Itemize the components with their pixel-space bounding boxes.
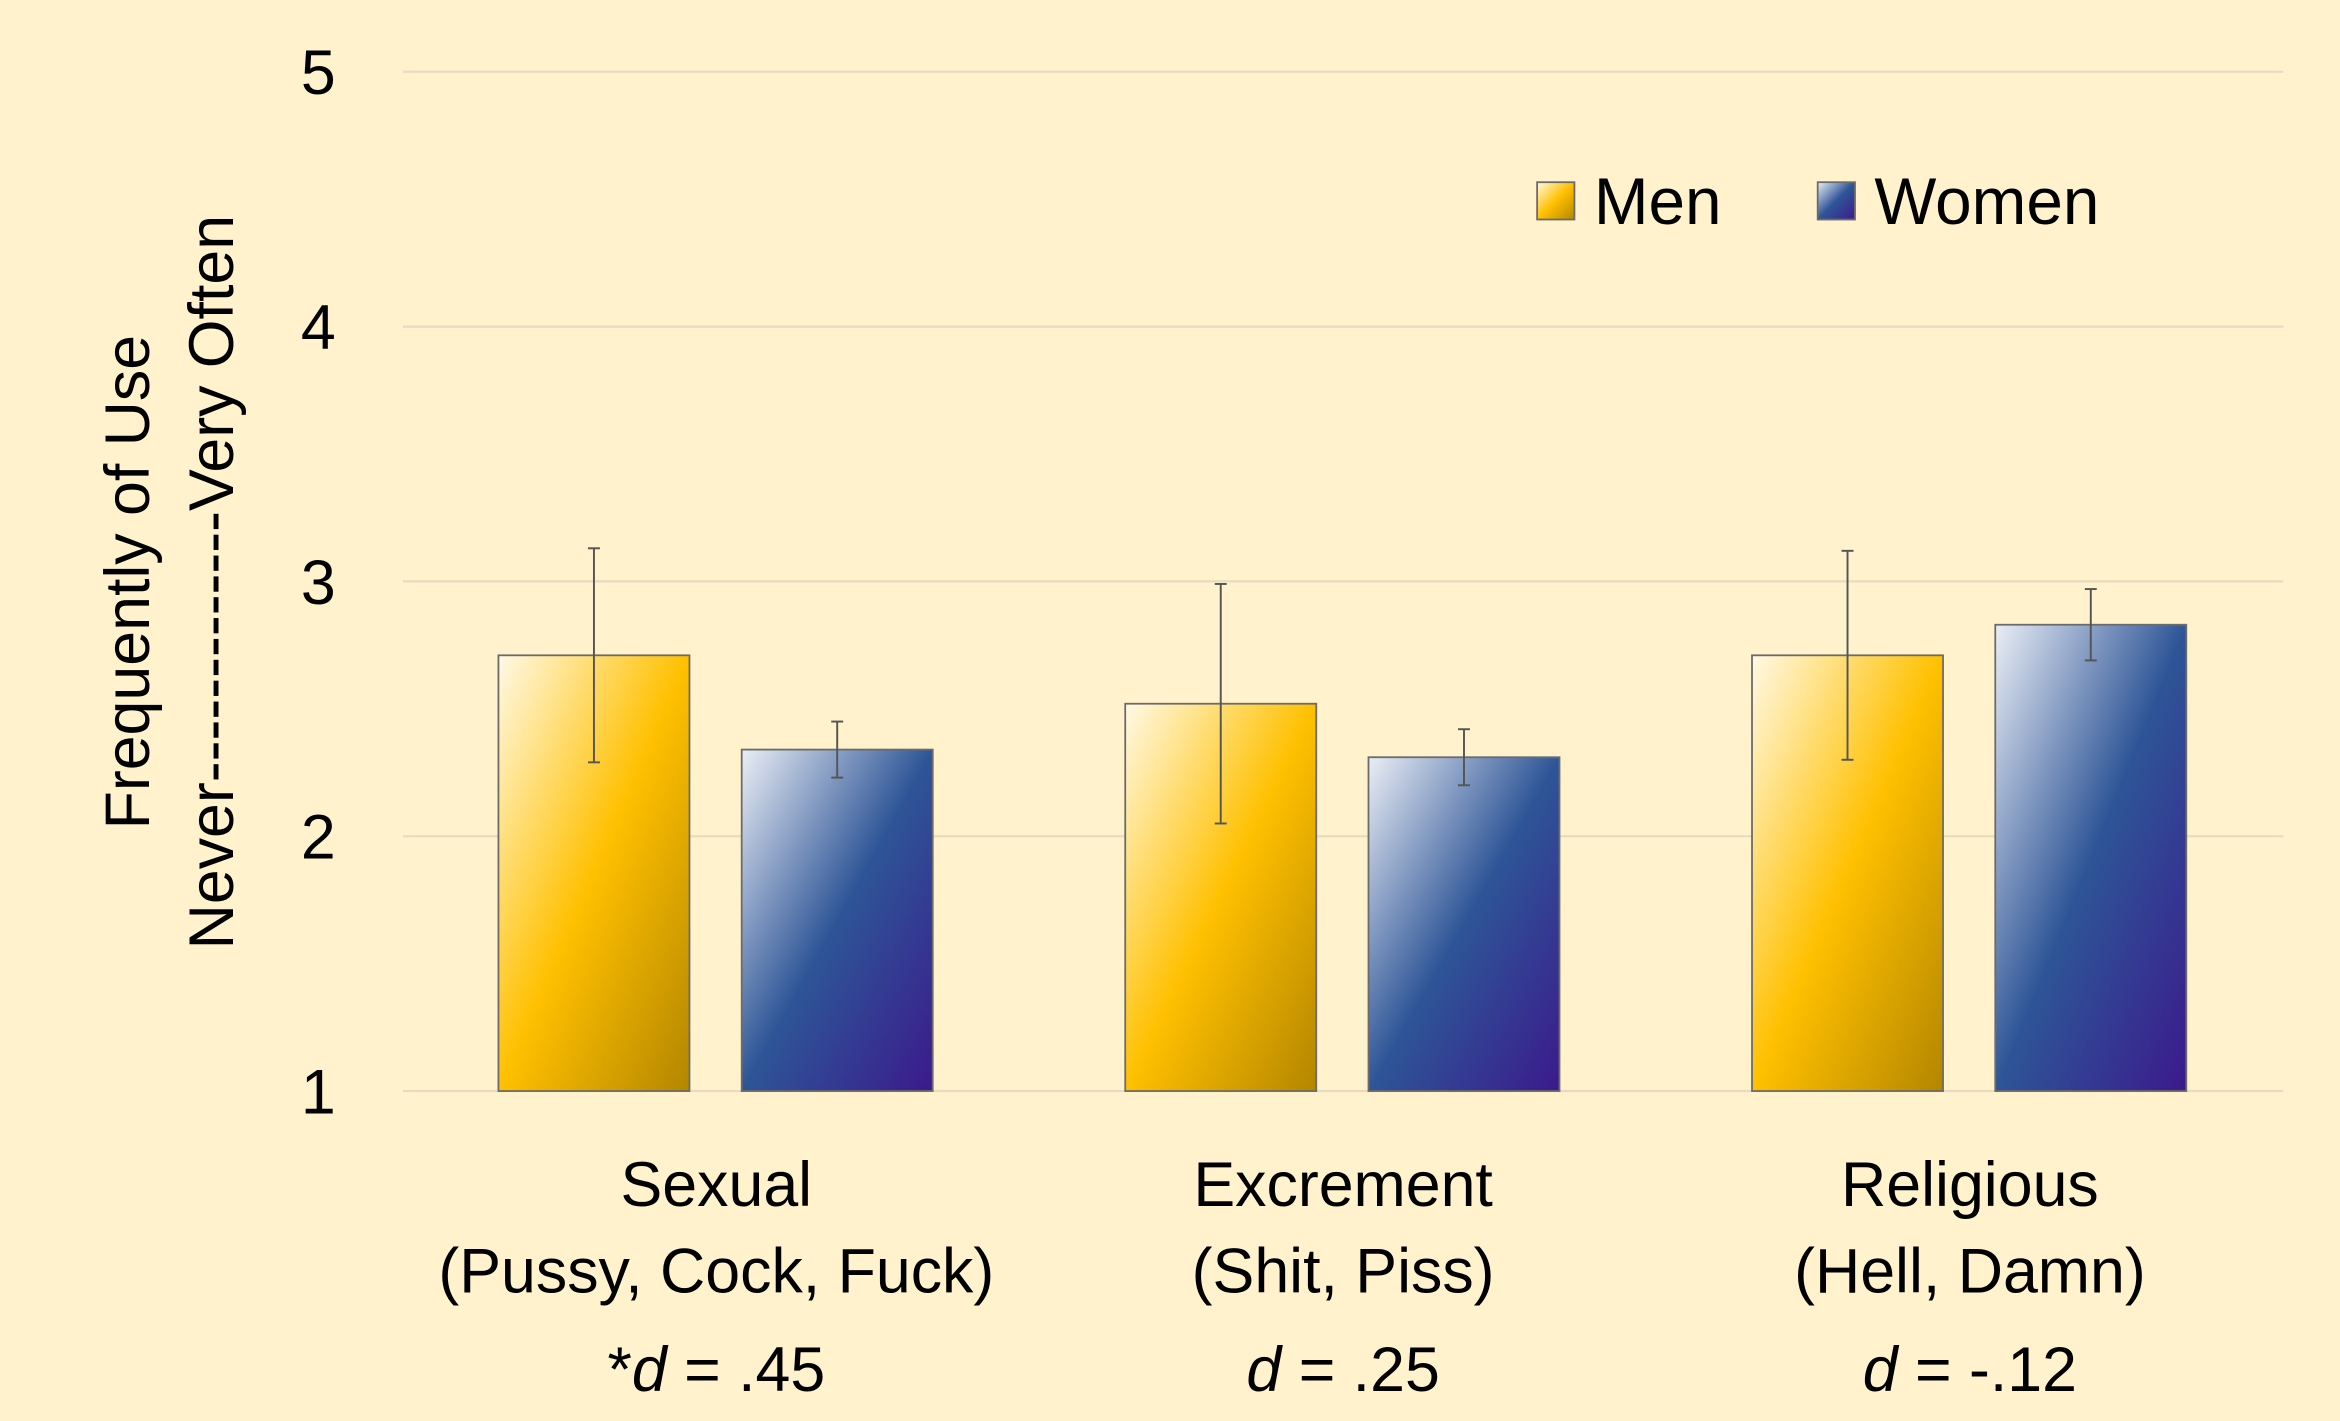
effect-size-part: d [1246,1335,1283,1405]
effect-size-part: = .25 [1281,1335,1440,1405]
effect-size-part: = -.12 [1898,1335,2077,1405]
y-tick-label: 4 [301,293,336,363]
bar [740,748,934,1092]
legend-swatch [1536,181,1576,221]
x-tick-label: Religious [1841,1150,2099,1220]
y-tick-label: 5 [301,38,336,108]
y-label-scale: Never-------------Very Often [177,215,247,949]
x-tick-label: Sexual [621,1150,813,1220]
x-tick-sublabel: (Shit, Piss) [1192,1237,1495,1307]
effect-size-part: = .45 [667,1335,826,1405]
legend-swatch [1816,181,1856,221]
x-tick-sublabel: (Hell, Damn) [1794,1237,2146,1307]
y-axis-title: Frequently of Use Never-------------Very… [93,215,247,949]
effect-size-part: * [607,1335,631,1405]
bar [1367,756,1561,1092]
bar [1751,654,1944,1092]
effect-size-part: d [632,1335,669,1405]
effect-size-part: d [1863,1335,1900,1405]
bar [1994,623,2188,1092]
legend-label: Women [1874,165,2099,238]
effect-size: d = .25 [1246,1335,1439,1405]
effect-size: d = -.12 [1863,1335,2077,1405]
y-tick-label: 2 [301,803,336,873]
y-tick-label: 3 [301,548,336,618]
x-tick-sublabel: (Pussy, Cock, Fuck) [438,1237,994,1307]
legend-label: Men [1594,165,1722,238]
effect-size: *d = .45 [607,1335,825,1405]
y-label: Frequently of Use [93,335,163,830]
y-tick-label: 1 [301,1057,336,1127]
x-tick-label: Excrement [1193,1150,1492,1220]
